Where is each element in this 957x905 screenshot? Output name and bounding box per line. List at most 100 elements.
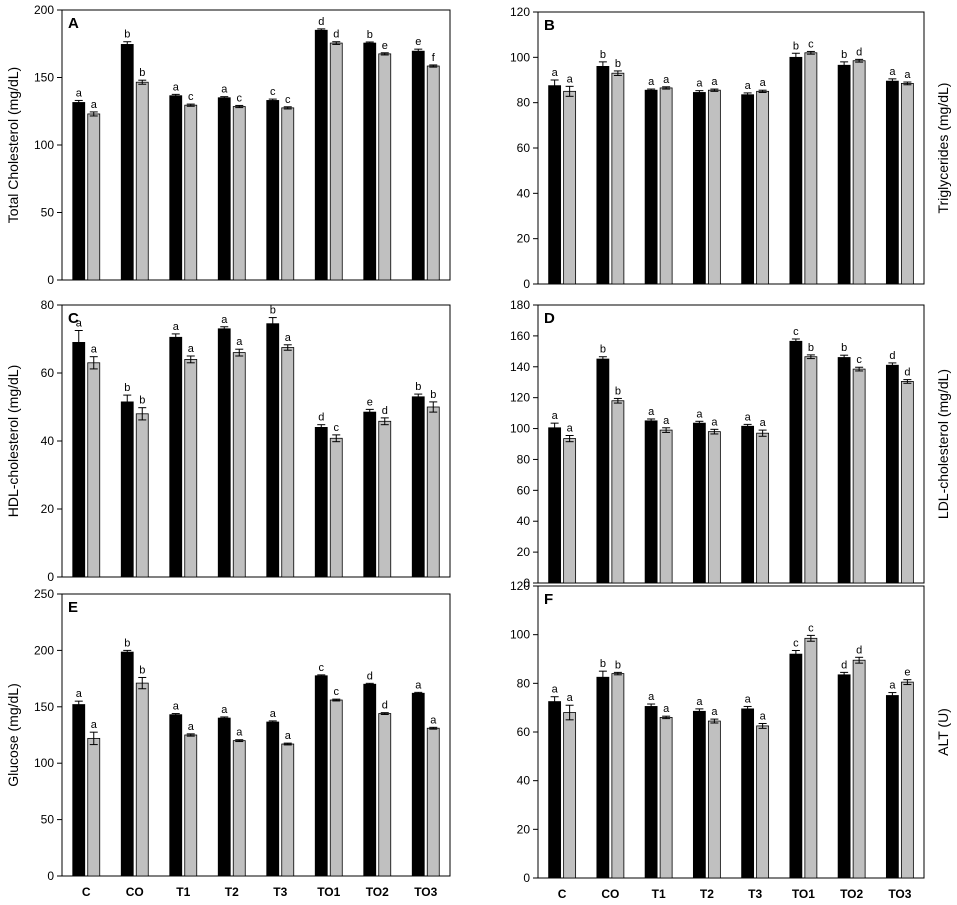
panel-f-bar xyxy=(852,659,866,879)
panel-a-bar xyxy=(72,102,86,281)
panel-f-significance-label: a xyxy=(663,703,670,715)
panel-b-bar xyxy=(804,52,818,285)
panel-f-frame xyxy=(537,585,925,879)
panel-e-bar xyxy=(411,692,425,877)
panel-b-significance-label: b xyxy=(600,49,606,61)
panel-a-significance-label: b xyxy=(139,67,145,79)
panel-c-significance-label: b xyxy=(139,395,145,407)
panel-e-significance-label: b xyxy=(139,664,145,676)
panel-c-significance-label: b xyxy=(430,389,436,401)
panel-d-bar xyxy=(852,368,866,584)
panel-f-bar xyxy=(707,720,721,879)
panel-f-significance-label: a xyxy=(745,693,752,705)
panel-b-bar xyxy=(900,83,914,285)
panel-a-bar xyxy=(329,42,343,281)
panel-a-ylabel: Total Cholesterol (mg/dL) xyxy=(5,67,21,223)
panel-f-bar xyxy=(548,701,562,879)
panel-a-significance-label: b xyxy=(124,29,130,41)
panel-b-bar xyxy=(707,89,721,285)
panel-e-significance-label: a xyxy=(430,714,437,726)
panel-a-bar xyxy=(87,113,101,281)
panel-b-frame xyxy=(537,11,925,285)
panel-d-ytick-label: 20 xyxy=(517,545,531,559)
panel-d-ytick-label: 100 xyxy=(510,422,530,436)
panel-a-significance-label: e xyxy=(415,36,421,48)
panel-e-significance-label: d xyxy=(382,700,388,712)
panel-d-significance-label: a xyxy=(552,410,559,422)
panel-f-significance-label: a xyxy=(648,691,655,703)
panel-d-significance-label: a xyxy=(711,416,718,428)
panel-b-bar xyxy=(852,60,866,285)
panel-d-bar xyxy=(692,422,706,584)
panel-d-significance-label: a xyxy=(760,417,767,429)
panel-c-significance-label: a xyxy=(221,314,228,326)
panel-b-bar xyxy=(789,56,803,285)
panel-f-significance-label: d xyxy=(841,659,847,671)
panel-c-bar xyxy=(184,358,198,578)
panel-f-significance-label: c xyxy=(808,622,814,634)
panel-a-significance-label: a xyxy=(221,84,228,96)
panel-e-ytick-label: 200 xyxy=(34,643,54,657)
panel-f-ytick-label: 120 xyxy=(510,579,530,593)
panel-f-significance-label: a xyxy=(760,710,767,722)
panel-c-bar xyxy=(329,437,343,578)
panel-e-bar xyxy=(72,704,86,877)
panel-d-ytick-label: 0 xyxy=(523,576,530,590)
panel-c-significance-label: b xyxy=(270,305,276,317)
panel-a-bar xyxy=(314,29,328,281)
panel-c-significance-label: a xyxy=(76,318,83,330)
panel-b-significance-label: b xyxy=(615,58,621,70)
panel-f-significance-label: a xyxy=(696,696,703,708)
panel-f-category-label: T3 xyxy=(748,887,762,901)
panel-f-category-label: T1 xyxy=(652,887,666,901)
panel-b-significance-label: a xyxy=(552,67,559,79)
panel-b-ytick-label: 100 xyxy=(510,50,530,64)
panel-a-ytick-label: 50 xyxy=(41,206,55,220)
panel-a-significance-label: e xyxy=(382,40,388,52)
panel-b-ytick-label: 20 xyxy=(517,232,531,246)
panel-e-bar xyxy=(135,682,149,877)
panel-e-significance-label: a xyxy=(221,704,228,716)
panel-f-bar xyxy=(596,676,610,879)
panel-b-bar xyxy=(644,89,658,285)
panel-b-bar xyxy=(756,90,770,285)
panel-e-significance-label: c xyxy=(319,662,325,674)
panel-c-significance-label: a xyxy=(236,336,243,348)
panel-e-bar xyxy=(217,717,231,877)
panel-e-ytick-label: 100 xyxy=(34,756,54,770)
panel-a-bar xyxy=(378,53,392,281)
panel-a-bar xyxy=(363,42,377,281)
panel-c-bar xyxy=(266,323,280,578)
panel-d-significance-label: d xyxy=(904,367,910,379)
panel-b-significance-label: a xyxy=(567,73,574,85)
panel-c-significance-label: b xyxy=(124,382,130,394)
panel-d-letter: D xyxy=(544,310,555,327)
panel-c-bar xyxy=(169,336,183,578)
panel-e-category-label: T1 xyxy=(176,885,190,899)
panel-e-bar xyxy=(363,683,377,877)
panel-d-ytick-label: 140 xyxy=(510,360,530,374)
panel-d-ylabel: LDL-cholesterol (mg/dL) xyxy=(935,369,951,519)
panel-c-bar xyxy=(363,411,377,578)
panel-e-bar xyxy=(426,727,440,877)
panel-a-significance-label: c xyxy=(285,94,291,106)
panel-e-bar xyxy=(120,651,134,877)
panel-e-significance-label: a xyxy=(91,719,98,731)
panel-f-ytick-label: 80 xyxy=(517,676,531,690)
panel-c-significance-label: a xyxy=(173,321,180,333)
panel-a-ytick-label: 0 xyxy=(47,273,54,287)
panel-a-bar xyxy=(217,97,231,281)
panel-d: 0 20 40 60 80 100 120 140 160 180 D LDL-cholesterol… xyxy=(510,298,951,590)
panel-c-ytick-label: 60 xyxy=(41,366,55,380)
panel-a-significance-label: d xyxy=(333,29,339,41)
panel-a: 0 50 100 150 200 A Total Cholesterol (mg/dL) a b… xyxy=(5,3,451,287)
panel-c-significance-label: c xyxy=(334,422,340,434)
panel-f-ytick-label: 60 xyxy=(517,725,531,739)
panel-e-bar xyxy=(169,714,183,877)
panel-e-significance-label: c xyxy=(334,686,340,698)
panel-c-ytick-label: 20 xyxy=(41,502,55,516)
panel-e-bar xyxy=(314,675,328,877)
